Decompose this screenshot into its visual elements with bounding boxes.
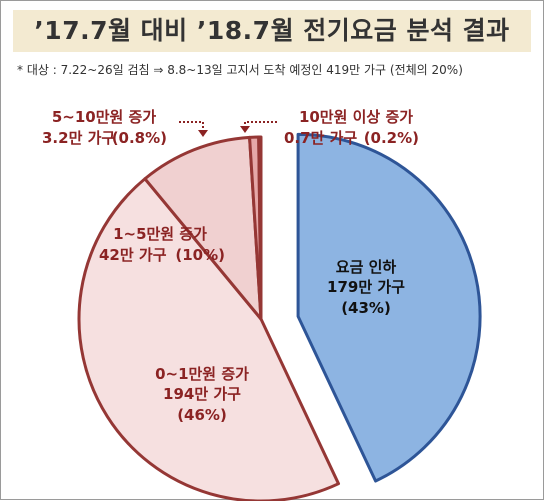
slice-increase-10plus xyxy=(257,135,263,321)
pie-slices xyxy=(77,132,482,501)
leader-line-5-10 xyxy=(179,121,204,129)
slice-label-households-5-10: 3.2만 가구 xyxy=(42,129,115,147)
slice-label-households-10plus: 0.7만 가구 xyxy=(284,129,357,147)
slice-label-name-0-1: 0~1만원 증가 xyxy=(155,365,249,383)
leader-arrow-5-10 xyxy=(198,130,208,137)
slice-decrease xyxy=(296,132,482,483)
title-banner: ’17.7월 대비 ’18.7월 전기요금 분석 결과 xyxy=(13,10,531,52)
slice-label-households-0-1: 194만 가구 xyxy=(163,385,241,403)
leader-arrow-10plus xyxy=(240,126,250,133)
slice-label-percent-0-1: (46%) xyxy=(177,406,227,424)
slice-label-households-decrease: 179만 가구 xyxy=(327,278,405,296)
chart-title: ’17.7월 대비 ’18.7월 전기요금 분석 결과 xyxy=(34,16,510,45)
slice-labels: 요금 인하 179만 가구 (43%) 0~1만원 증가 194만 가구 (46… xyxy=(42,108,419,424)
slice-label-name-1-5: 1~5만원 증가 xyxy=(113,225,207,243)
target-note: * 대상 : 7.22~26일 검침 ⇒ 8.8~13일 고지서 도착 예정인 … xyxy=(17,63,463,77)
leader-line-10plus xyxy=(244,121,277,125)
slice-label-name-5-10: 5~10만원 증가 xyxy=(52,108,157,126)
slice-increase-1-5 xyxy=(143,135,263,321)
slice-label-percent-1-5: (10%) xyxy=(175,246,225,264)
slice-label-households-1-5: 42만 가구 xyxy=(99,246,167,264)
leader-lines xyxy=(179,121,277,137)
slice-label-percent-decrease: (43%) xyxy=(341,299,391,317)
slice-label-percent-5-10: (0.8%) xyxy=(112,129,167,147)
slice-label-name-10plus: 10만원 이상 증가 xyxy=(299,108,413,126)
slice-label-name-decrease: 요금 인하 xyxy=(336,258,397,276)
slice-label-percent-10plus: (0.2%) xyxy=(364,129,419,147)
